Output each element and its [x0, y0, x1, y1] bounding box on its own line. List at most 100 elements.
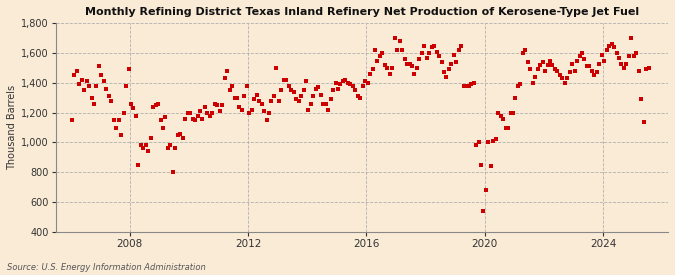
Text: Source: U.S. Energy Information Administration: Source: U.S. Energy Information Administ…	[7, 263, 205, 272]
Point	[483, 140, 494, 145]
Point	[106, 98, 117, 103]
Point	[155, 118, 166, 122]
Point	[69, 73, 80, 78]
Point	[66, 118, 77, 122]
Point	[352, 94, 363, 98]
Point	[569, 69, 580, 73]
Point	[587, 69, 597, 73]
Point	[160, 115, 171, 119]
Point	[229, 96, 240, 100]
Point	[572, 58, 583, 63]
Point	[370, 48, 381, 52]
Point	[251, 93, 262, 97]
Point	[375, 54, 385, 58]
Point	[333, 87, 344, 91]
Point	[542, 63, 553, 67]
Point	[387, 66, 398, 70]
Point	[488, 139, 499, 143]
Point	[293, 98, 304, 103]
Point	[476, 163, 487, 167]
Point	[636, 97, 647, 101]
Point	[291, 97, 302, 101]
Point	[382, 66, 393, 70]
Point	[478, 209, 489, 213]
Point	[458, 84, 469, 88]
Point	[74, 82, 84, 87]
Point	[495, 114, 506, 118]
Point	[315, 93, 326, 97]
Point	[397, 48, 408, 52]
Point	[143, 149, 154, 154]
Point	[520, 48, 531, 52]
Point	[88, 101, 99, 106]
Point	[281, 78, 292, 82]
Point	[463, 84, 474, 88]
Point	[288, 90, 299, 94]
Point	[273, 98, 284, 103]
Point	[466, 82, 477, 87]
Point	[576, 51, 587, 55]
Point	[340, 78, 351, 82]
Point	[308, 94, 319, 98]
Point	[626, 36, 637, 40]
Point	[360, 79, 371, 84]
Point	[512, 84, 523, 88]
Point	[153, 101, 163, 106]
Title: Monthly Refining District Texas Inland Refinery Net Production of Kerosene-Type : Monthly Refining District Texas Inland R…	[85, 7, 639, 17]
Point	[348, 84, 358, 88]
Point	[614, 55, 624, 60]
Point	[451, 60, 462, 64]
Point	[200, 104, 211, 109]
Point	[535, 63, 545, 67]
Point	[409, 72, 420, 76]
Point	[609, 45, 620, 49]
Point	[582, 64, 593, 69]
Point	[618, 66, 629, 70]
Point	[406, 64, 417, 69]
Point	[207, 111, 218, 115]
Point	[111, 125, 122, 130]
Point	[242, 84, 252, 88]
Point	[564, 70, 575, 75]
Point	[443, 67, 454, 72]
Point	[175, 131, 186, 136]
Point	[518, 51, 529, 55]
Point	[296, 94, 306, 98]
Point	[641, 67, 651, 72]
Point	[194, 109, 205, 113]
Point	[384, 72, 395, 76]
Point	[239, 94, 250, 98]
Point	[108, 118, 119, 122]
Point	[335, 82, 346, 87]
Point	[362, 81, 373, 85]
Point	[330, 81, 341, 85]
Point	[170, 146, 181, 151]
Point	[485, 164, 496, 169]
Point	[404, 61, 415, 66]
Point	[621, 61, 632, 66]
Point	[490, 137, 501, 142]
Point	[441, 75, 452, 79]
Point	[470, 143, 481, 148]
Point	[606, 42, 617, 46]
Point	[145, 136, 156, 140]
Point	[379, 63, 390, 67]
Point	[115, 133, 126, 137]
Point	[342, 81, 353, 85]
Point	[596, 52, 607, 57]
Point	[126, 101, 136, 106]
Point	[96, 73, 107, 78]
Point	[185, 111, 196, 115]
Point	[130, 114, 141, 118]
Point	[234, 104, 245, 109]
Point	[236, 108, 247, 112]
Point	[151, 103, 161, 108]
Point	[574, 54, 585, 58]
Point	[624, 54, 634, 58]
Point	[377, 51, 388, 55]
Point	[197, 116, 208, 121]
Point	[276, 88, 287, 92]
Point	[545, 58, 556, 63]
Point	[76, 78, 87, 82]
Point	[611, 51, 622, 55]
